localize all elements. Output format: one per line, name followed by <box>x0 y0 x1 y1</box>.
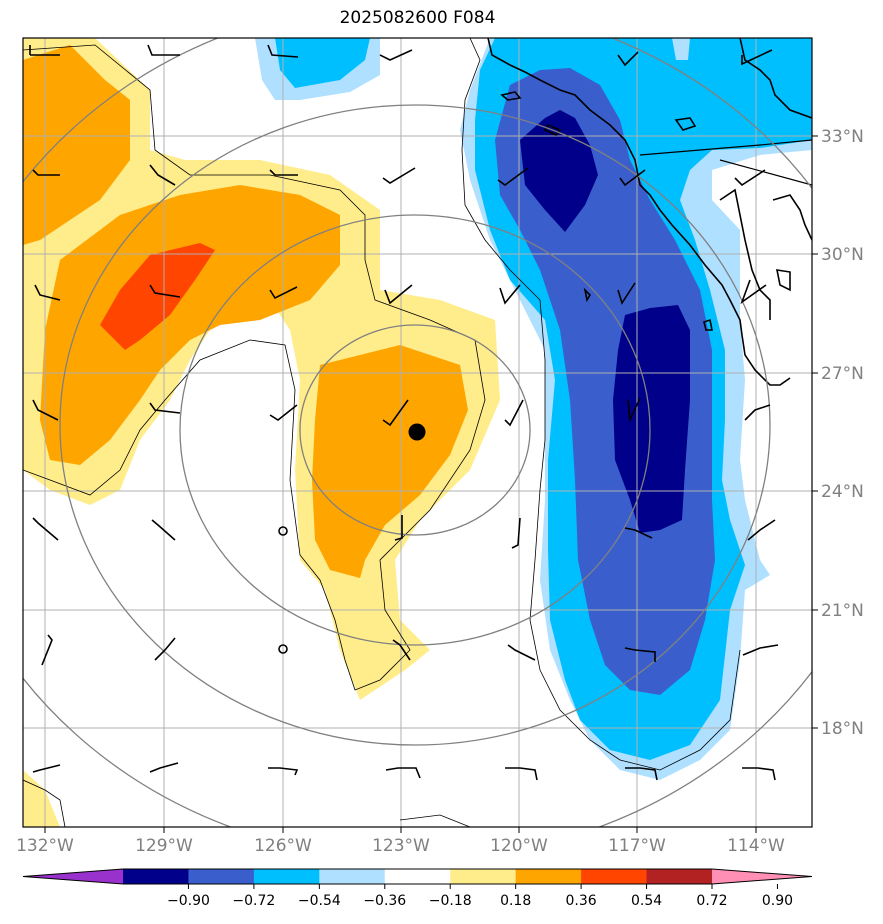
range-rings <box>23 38 812 827</box>
colorbar-segment <box>123 869 189 884</box>
field-positive-medium <box>40 185 340 465</box>
colorbar-label: 0.72 <box>696 893 727 909</box>
lat-label: 33°N <box>821 127 864 147</box>
axis-ticks <box>44 135 818 833</box>
lon-label: 117°W <box>608 836 666 856</box>
colorbar: −0.90 −0.72 −0.54 −0.36 −0.18 0.18 0.36 0.54 0.7… <box>22 868 813 909</box>
latitude-labels: 33°N 30°N 27°N 24°N 21°N 18°N <box>821 127 864 739</box>
longitude-labels: 132°W 129°W 126°W 123°W 120°W 117°W 114°… <box>16 836 785 856</box>
colorbar-label: −0.90 <box>167 893 210 909</box>
lon-label: 114°W <box>727 836 785 856</box>
colorbar-segment <box>319 869 386 884</box>
colorbar-segment <box>384 869 451 884</box>
field-positive-medium <box>312 345 468 578</box>
colorbar-segment <box>253 869 320 884</box>
colorbar-extend-low <box>23 869 123 884</box>
lon-label: 132°W <box>16 836 74 856</box>
colorbar-segment <box>515 869 582 884</box>
colorbar-segment <box>646 869 713 884</box>
lat-label: 21°N <box>821 601 864 621</box>
coastline <box>487 38 812 386</box>
lon-label: 129°W <box>135 836 193 856</box>
map-title: 2025082600 F084 <box>339 8 496 28</box>
border-lines <box>639 139 812 186</box>
lat-label: 30°N <box>821 245 864 265</box>
colorbar-segment <box>188 869 255 884</box>
field-negative-darkest <box>613 305 690 533</box>
colorbar-label: 0.36 <box>566 893 597 909</box>
lon-label: 126°W <box>254 836 312 856</box>
lat-label: 27°N <box>821 364 864 384</box>
lat-label: 24°N <box>821 482 864 502</box>
colorbar-label: −0.36 <box>363 893 406 909</box>
colorbar-label: −0.18 <box>429 893 472 909</box>
colorbar-label: −0.72 <box>232 893 275 909</box>
colorbar-segment <box>581 869 648 884</box>
field-negative-strong <box>495 68 715 695</box>
colorbar-label: 0.90 <box>762 893 793 909</box>
field-negative-light <box>672 38 690 60</box>
map-fields <box>23 38 812 827</box>
calm-markers <box>278 526 288 654</box>
colorbar-segment <box>450 869 517 884</box>
field-positive-medium <box>23 45 130 245</box>
lon-label: 120°W <box>490 836 548 856</box>
map-frame <box>22 37 813 828</box>
lon-label: 123°W <box>372 836 430 856</box>
storm-center-marker <box>408 423 426 441</box>
field-positive-light <box>23 770 60 827</box>
field-positive-strong <box>100 243 215 350</box>
lat-label: 18°N <box>821 719 864 739</box>
colorbar-extend-high <box>712 869 812 884</box>
field-positive-light <box>23 38 500 700</box>
field-negative-medium <box>275 38 370 88</box>
colorbar-label: 0.54 <box>631 893 662 909</box>
wind-barbs <box>29 44 779 781</box>
graticule <box>23 38 812 827</box>
colorbar-label: 0.18 <box>500 893 531 909</box>
contour-lines <box>23 38 741 827</box>
colorbar-outline <box>22 868 813 885</box>
colorbar-label: −0.54 <box>298 893 341 909</box>
